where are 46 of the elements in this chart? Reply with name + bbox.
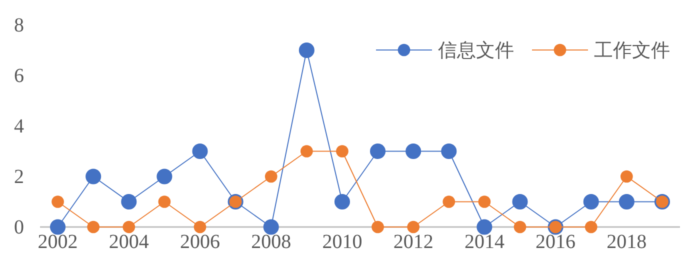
point bbox=[372, 220, 384, 234]
x-tick-label: 2012 bbox=[393, 231, 434, 253]
y-tick-label: 6 bbox=[14, 64, 24, 87]
point bbox=[158, 196, 171, 208]
x-tick-label: 2018 bbox=[606, 231, 647, 253]
point bbox=[476, 219, 492, 235]
legend-label: 工作文件 bbox=[594, 40, 670, 62]
x-tick-label: 2014 bbox=[464, 231, 504, 253]
point bbox=[336, 145, 348, 158]
point bbox=[264, 170, 278, 183]
y-tick-label: 8 bbox=[14, 14, 24, 36]
point bbox=[121, 194, 137, 210]
point bbox=[263, 219, 279, 235]
point bbox=[370, 143, 386, 160]
x-tick-label: 2006 bbox=[180, 231, 220, 253]
point bbox=[298, 42, 314, 58]
point bbox=[441, 143, 457, 160]
legend-label: 信息文件 bbox=[438, 40, 514, 62]
point bbox=[86, 168, 102, 184]
x-tick-label: 2016 bbox=[536, 231, 576, 253]
y-tick-label: 4 bbox=[14, 115, 24, 138]
x-tick-label: 2002 bbox=[38, 231, 78, 253]
point bbox=[334, 194, 350, 210]
point bbox=[50, 219, 66, 235]
point bbox=[52, 196, 64, 208]
point bbox=[156, 168, 172, 184]
y-tick-label: 2 bbox=[14, 166, 24, 188]
point bbox=[584, 220, 598, 234]
point bbox=[478, 196, 491, 208]
point bbox=[194, 220, 206, 234]
point bbox=[514, 220, 526, 234]
point bbox=[620, 170, 633, 183]
x-tick-label: 2010 bbox=[322, 231, 362, 253]
point bbox=[300, 145, 313, 158]
point bbox=[618, 194, 634, 210]
point bbox=[87, 220, 100, 234]
point bbox=[407, 220, 420, 234]
point bbox=[512, 194, 528, 210]
y-tick-label: 0 bbox=[14, 216, 24, 238]
point bbox=[406, 143, 422, 160]
point bbox=[192, 143, 208, 160]
x-tick-label: 2008 bbox=[251, 231, 292, 253]
point bbox=[442, 196, 456, 208]
x-tick-label: 2004 bbox=[108, 231, 149, 253]
point bbox=[122, 220, 136, 234]
point bbox=[583, 194, 599, 210]
